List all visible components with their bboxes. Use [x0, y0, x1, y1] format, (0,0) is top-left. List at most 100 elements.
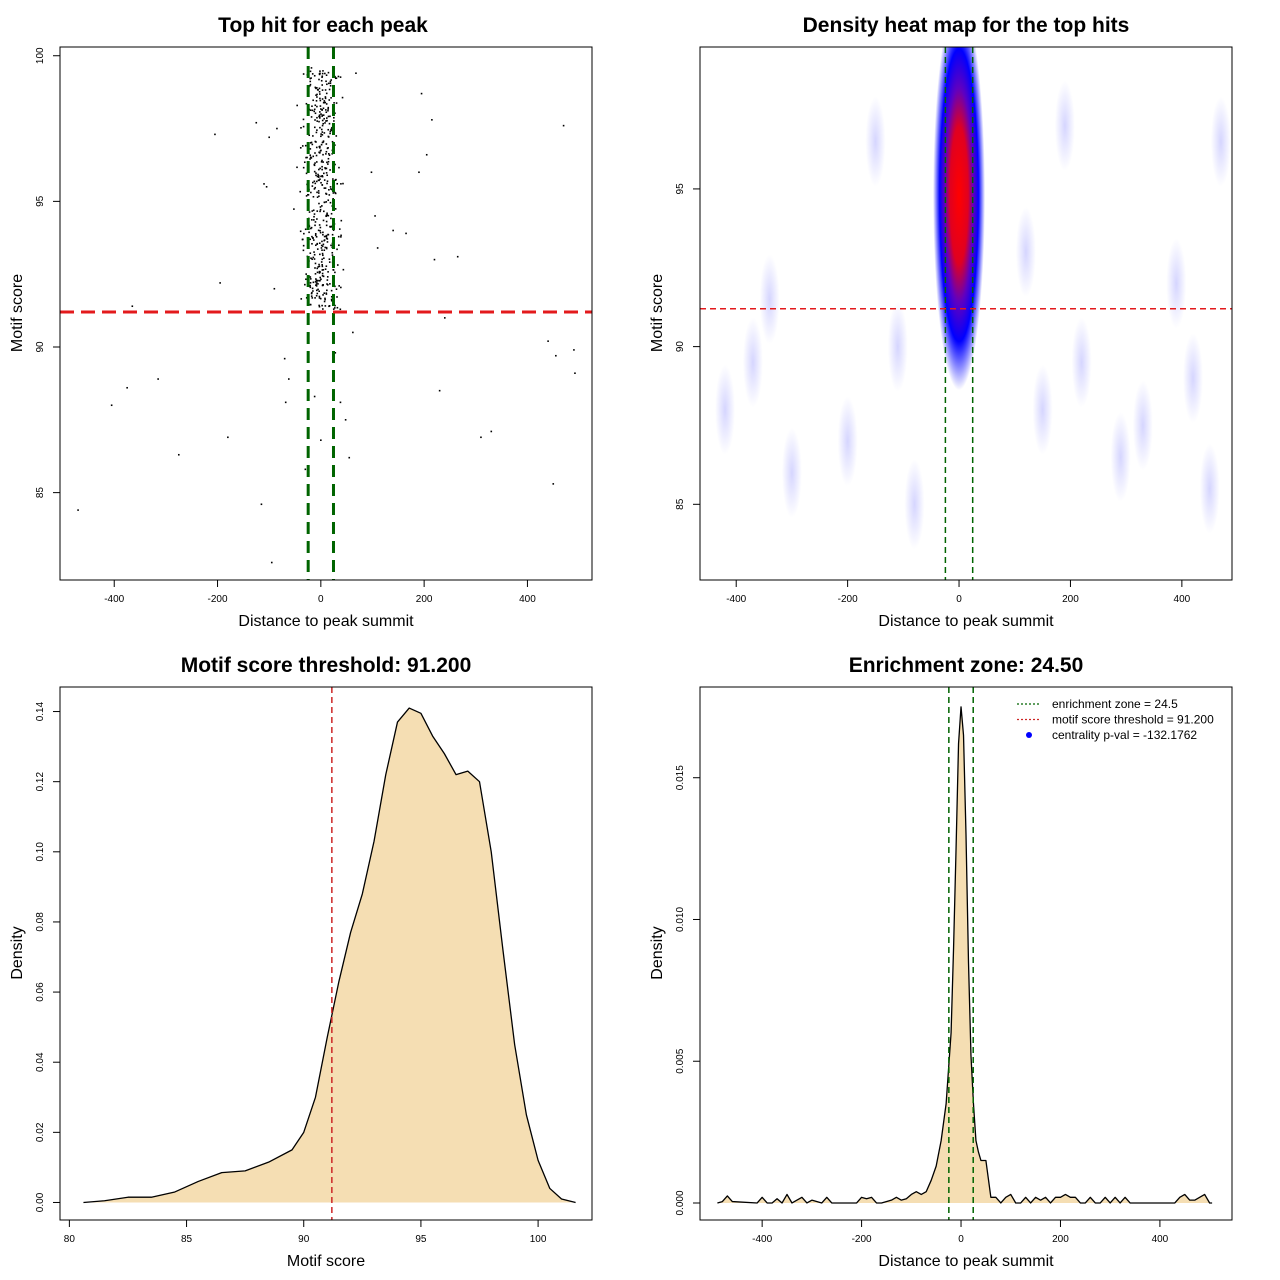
data-point — [331, 233, 334, 236]
data-point — [320, 128, 323, 131]
data-point — [325, 192, 327, 195]
data-point — [338, 244, 340, 247]
data-point — [318, 297, 321, 299]
data-point — [309, 142, 312, 144]
data-point — [328, 188, 330, 191]
data-point — [321, 274, 324, 277]
data-point — [312, 256, 315, 259]
chart-title: Top hit for each peak — [218, 14, 428, 37]
data-point — [315, 285, 318, 287]
data-point — [574, 372, 576, 375]
data-point — [310, 226, 313, 229]
data-point — [319, 93, 321, 95]
data-point — [319, 99, 322, 102]
data-point — [313, 74, 316, 77]
data-point — [324, 96, 327, 98]
data-point — [311, 143, 314, 146]
data-point — [313, 251, 315, 253]
data-point — [340, 219, 343, 222]
data-point — [330, 217, 332, 220]
data-point — [283, 357, 286, 360]
data-point — [338, 285, 340, 287]
data-point — [325, 265, 328, 268]
data-point — [312, 99, 314, 102]
data-point — [322, 254, 324, 257]
data-point — [309, 154, 312, 156]
data-point — [334, 191, 336, 194]
data-point — [322, 269, 325, 271]
data-point — [324, 101, 327, 104]
data-point — [328, 154, 331, 156]
data-point — [334, 208, 337, 210]
data-point — [340, 286, 342, 289]
data-point — [319, 105, 322, 107]
chart-title: Density heat map for the top hits — [803, 14, 1130, 37]
data-point — [317, 288, 319, 291]
data-point — [312, 155, 315, 158]
data-point — [328, 194, 331, 196]
data-point — [322, 122, 325, 125]
data-point — [321, 159, 323, 162]
data-point — [312, 281, 315, 284]
data-point — [326, 289, 328, 292]
data-point — [552, 483, 555, 485]
data-point — [325, 224, 328, 227]
x-tick-label: 0 — [318, 594, 324, 605]
data-point — [276, 127, 278, 130]
y-tick-label: 0.04 — [35, 1052, 46, 1072]
data-point — [310, 77, 312, 79]
data-point — [255, 121, 258, 124]
data-point — [327, 233, 330, 236]
data-point — [324, 297, 326, 300]
density-blob — [887, 301, 908, 392]
x-tick-label: 95 — [415, 1234, 427, 1245]
data-point — [304, 228, 307, 231]
data-point — [334, 352, 337, 354]
data-point — [315, 236, 318, 238]
legend-label: motif score threshold = 91.200 — [1052, 713, 1214, 727]
data-point — [296, 104, 298, 107]
data-point — [318, 195, 320, 198]
data-point — [323, 179, 326, 181]
data-point — [310, 141, 313, 144]
data-point — [304, 144, 307, 147]
data-point — [77, 509, 79, 511]
data-point — [341, 96, 344, 99]
data-point — [214, 133, 216, 136]
data-point — [319, 126, 321, 129]
data-point — [316, 105, 318, 108]
data-point — [305, 278, 307, 281]
density-blob — [1071, 317, 1092, 408]
data-point — [336, 248, 338, 251]
legend: enrichment zone = 24.5 motif score thresh… — [1017, 697, 1214, 742]
data-point — [318, 115, 321, 118]
data-point — [327, 109, 329, 112]
data-point — [314, 152, 316, 154]
data-point — [305, 273, 307, 275]
data-point — [313, 258, 316, 260]
x-tick-label: 85 — [181, 1234, 193, 1245]
data-point — [335, 135, 338, 137]
data-point — [313, 126, 316, 129]
data-point — [311, 291, 313, 294]
data-point — [310, 292, 313, 295]
data-point — [321, 109, 323, 111]
data-point — [321, 115, 323, 117]
data-point — [227, 436, 229, 439]
data-point — [325, 247, 328, 250]
data-point — [323, 201, 326, 204]
data-point — [302, 166, 305, 169]
data-point — [328, 122, 331, 125]
data-point — [405, 232, 407, 235]
data-point — [318, 270, 321, 273]
data-point — [332, 197, 334, 200]
data-point — [334, 163, 336, 166]
data-point — [319, 231, 322, 234]
data-point — [322, 161, 324, 163]
data-point — [314, 297, 316, 299]
data-point — [321, 131, 324, 133]
data-point — [327, 214, 330, 217]
data-point — [324, 268, 327, 270]
data-point — [321, 119, 324, 122]
data-point — [456, 255, 459, 258]
